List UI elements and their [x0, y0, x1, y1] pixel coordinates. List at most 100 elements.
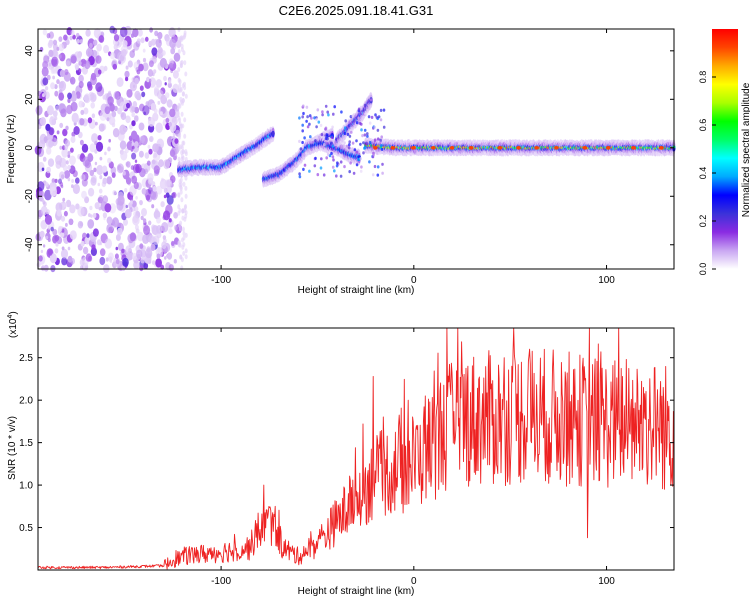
spectrogram-cell — [331, 147, 334, 151]
spectrogram-cell — [299, 147, 303, 151]
spectrogram-cell — [124, 208, 132, 219]
spectrogram-cell — [372, 146, 378, 150]
spectrogram-cell — [331, 165, 335, 169]
spectrogram-cell — [106, 176, 113, 185]
spectrogram-cell — [172, 70, 179, 79]
spectrogram-cell — [181, 215, 185, 221]
spectrogram-cell — [177, 192, 181, 198]
spectrogram-cell — [144, 79, 152, 89]
snr-series-line — [37, 327, 674, 570]
spectrogram-cell — [116, 77, 124, 87]
spectrogram-cell — [106, 117, 110, 122]
spectrogram-cell — [161, 241, 167, 249]
spectrogram-cell — [95, 82, 103, 93]
spectrogram-cell — [150, 243, 156, 251]
spectrogram-cell — [359, 169, 363, 173]
spectrogram-cell — [54, 178, 58, 183]
spectrogram-cell — [109, 104, 115, 112]
spectrogram-cell — [165, 117, 170, 123]
spectrogram-cell — [131, 145, 135, 150]
spectrogram-cell — [173, 225, 178, 231]
spectrogram-cell — [322, 173, 326, 177]
spectrogram-cell — [97, 182, 101, 187]
spectrogram-cell — [134, 77, 140, 85]
spectrogram-cell — [98, 188, 103, 194]
spectrogram-cell — [60, 108, 67, 118]
spectrogram-cell — [133, 181, 139, 190]
spectrogram-cell — [69, 155, 76, 166]
spectrogram-cell — [340, 110, 343, 114]
spectrogram-cell — [173, 155, 177, 161]
spectrogram-cell — [184, 185, 188, 191]
spectrogram-cell — [136, 231, 144, 242]
spectrogram-cell — [355, 163, 359, 167]
spectrogram-cell — [67, 246, 71, 251]
spectrogram-cell — [316, 108, 320, 112]
spectrogram-cell — [178, 208, 182, 213]
spectrogram-cell — [91, 174, 97, 184]
spectrogram-cell — [139, 265, 144, 272]
spectrogram-cell — [70, 92, 77, 102]
spectrogram-cell — [131, 130, 138, 140]
spectrogram-cell — [71, 112, 79, 123]
spectrogram-cell — [166, 99, 173, 108]
spectrogram-cell — [125, 161, 131, 168]
spectrogram-cell — [136, 38, 141, 44]
spectrogram-cell — [382, 125, 386, 129]
spectrogram-cell — [56, 79, 60, 85]
spectrogram-cell — [89, 92, 97, 103]
spectrogram-cell — [449, 146, 455, 150]
spectrogram-cell — [381, 171, 384, 175]
spectrogram-cell — [152, 112, 159, 122]
spectrogram-cell — [368, 140, 372, 145]
spectrogram-cell — [324, 126, 328, 130]
spectrogram-cell — [134, 141, 139, 148]
spectrogram-cell — [89, 42, 93, 49]
spectrogram-cell — [309, 135, 312, 139]
spectrogram-cell — [167, 82, 172, 89]
spectrogram-cell — [178, 222, 181, 228]
spectrogram-cell — [373, 125, 377, 129]
spectrogram-cell — [67, 164, 71, 170]
spectrogram-cell — [306, 115, 309, 119]
spectrogram-cell — [113, 91, 120, 100]
spectrogram-cell — [65, 222, 68, 227]
snr-y-ticks: 0.51.01.52.02.5 — [19, 353, 674, 534]
spectrogram-cell — [40, 196, 44, 202]
spectrogram-cell — [119, 140, 127, 150]
spectrogram-cell — [302, 167, 305, 171]
spectrogram-cell — [381, 162, 384, 166]
spectrogram-cell — [152, 235, 160, 245]
spectrogram-cell — [102, 165, 108, 173]
spectrogram-cell — [152, 143, 159, 153]
spectrogram-cell — [343, 165, 346, 169]
spectrogram-cell — [91, 113, 96, 119]
spectrogram-cell — [157, 100, 161, 105]
spectrogram-cell — [327, 113, 330, 117]
spectrogram-cell — [168, 228, 173, 235]
spectrogram-cell — [89, 169, 95, 177]
spectrogram-cell — [159, 178, 168, 190]
spectrogram-cell — [121, 248, 125, 254]
spectrogram-cell — [179, 63, 183, 68]
spectrogram-cell — [87, 219, 95, 229]
spectrogram-cell — [102, 195, 109, 204]
spectrogram-cell — [37, 181, 45, 192]
spectrogram-cell — [112, 190, 117, 196]
spectrogram-cell — [63, 143, 69, 151]
spectrogram-cell — [157, 46, 163, 54]
colorbar-gradient — [712, 29, 738, 269]
spectrogram-cell — [131, 252, 138, 261]
spectrogram-cell — [168, 218, 172, 223]
spectrogram-cell — [154, 86, 159, 94]
spectrogram-cell — [168, 27, 176, 38]
spectrogram-cell — [156, 217, 161, 224]
spectrogram-cell — [179, 189, 183, 195]
spectrogram-cell — [181, 83, 185, 89]
spectrogram-cell — [141, 188, 147, 195]
spectrogram-cell — [355, 121, 359, 125]
spectrogram-cell — [177, 49, 181, 55]
spectrogram-cell — [302, 111, 305, 116]
spectrogram-cell — [369, 98, 373, 102]
spectrogram-cell — [336, 161, 339, 165]
